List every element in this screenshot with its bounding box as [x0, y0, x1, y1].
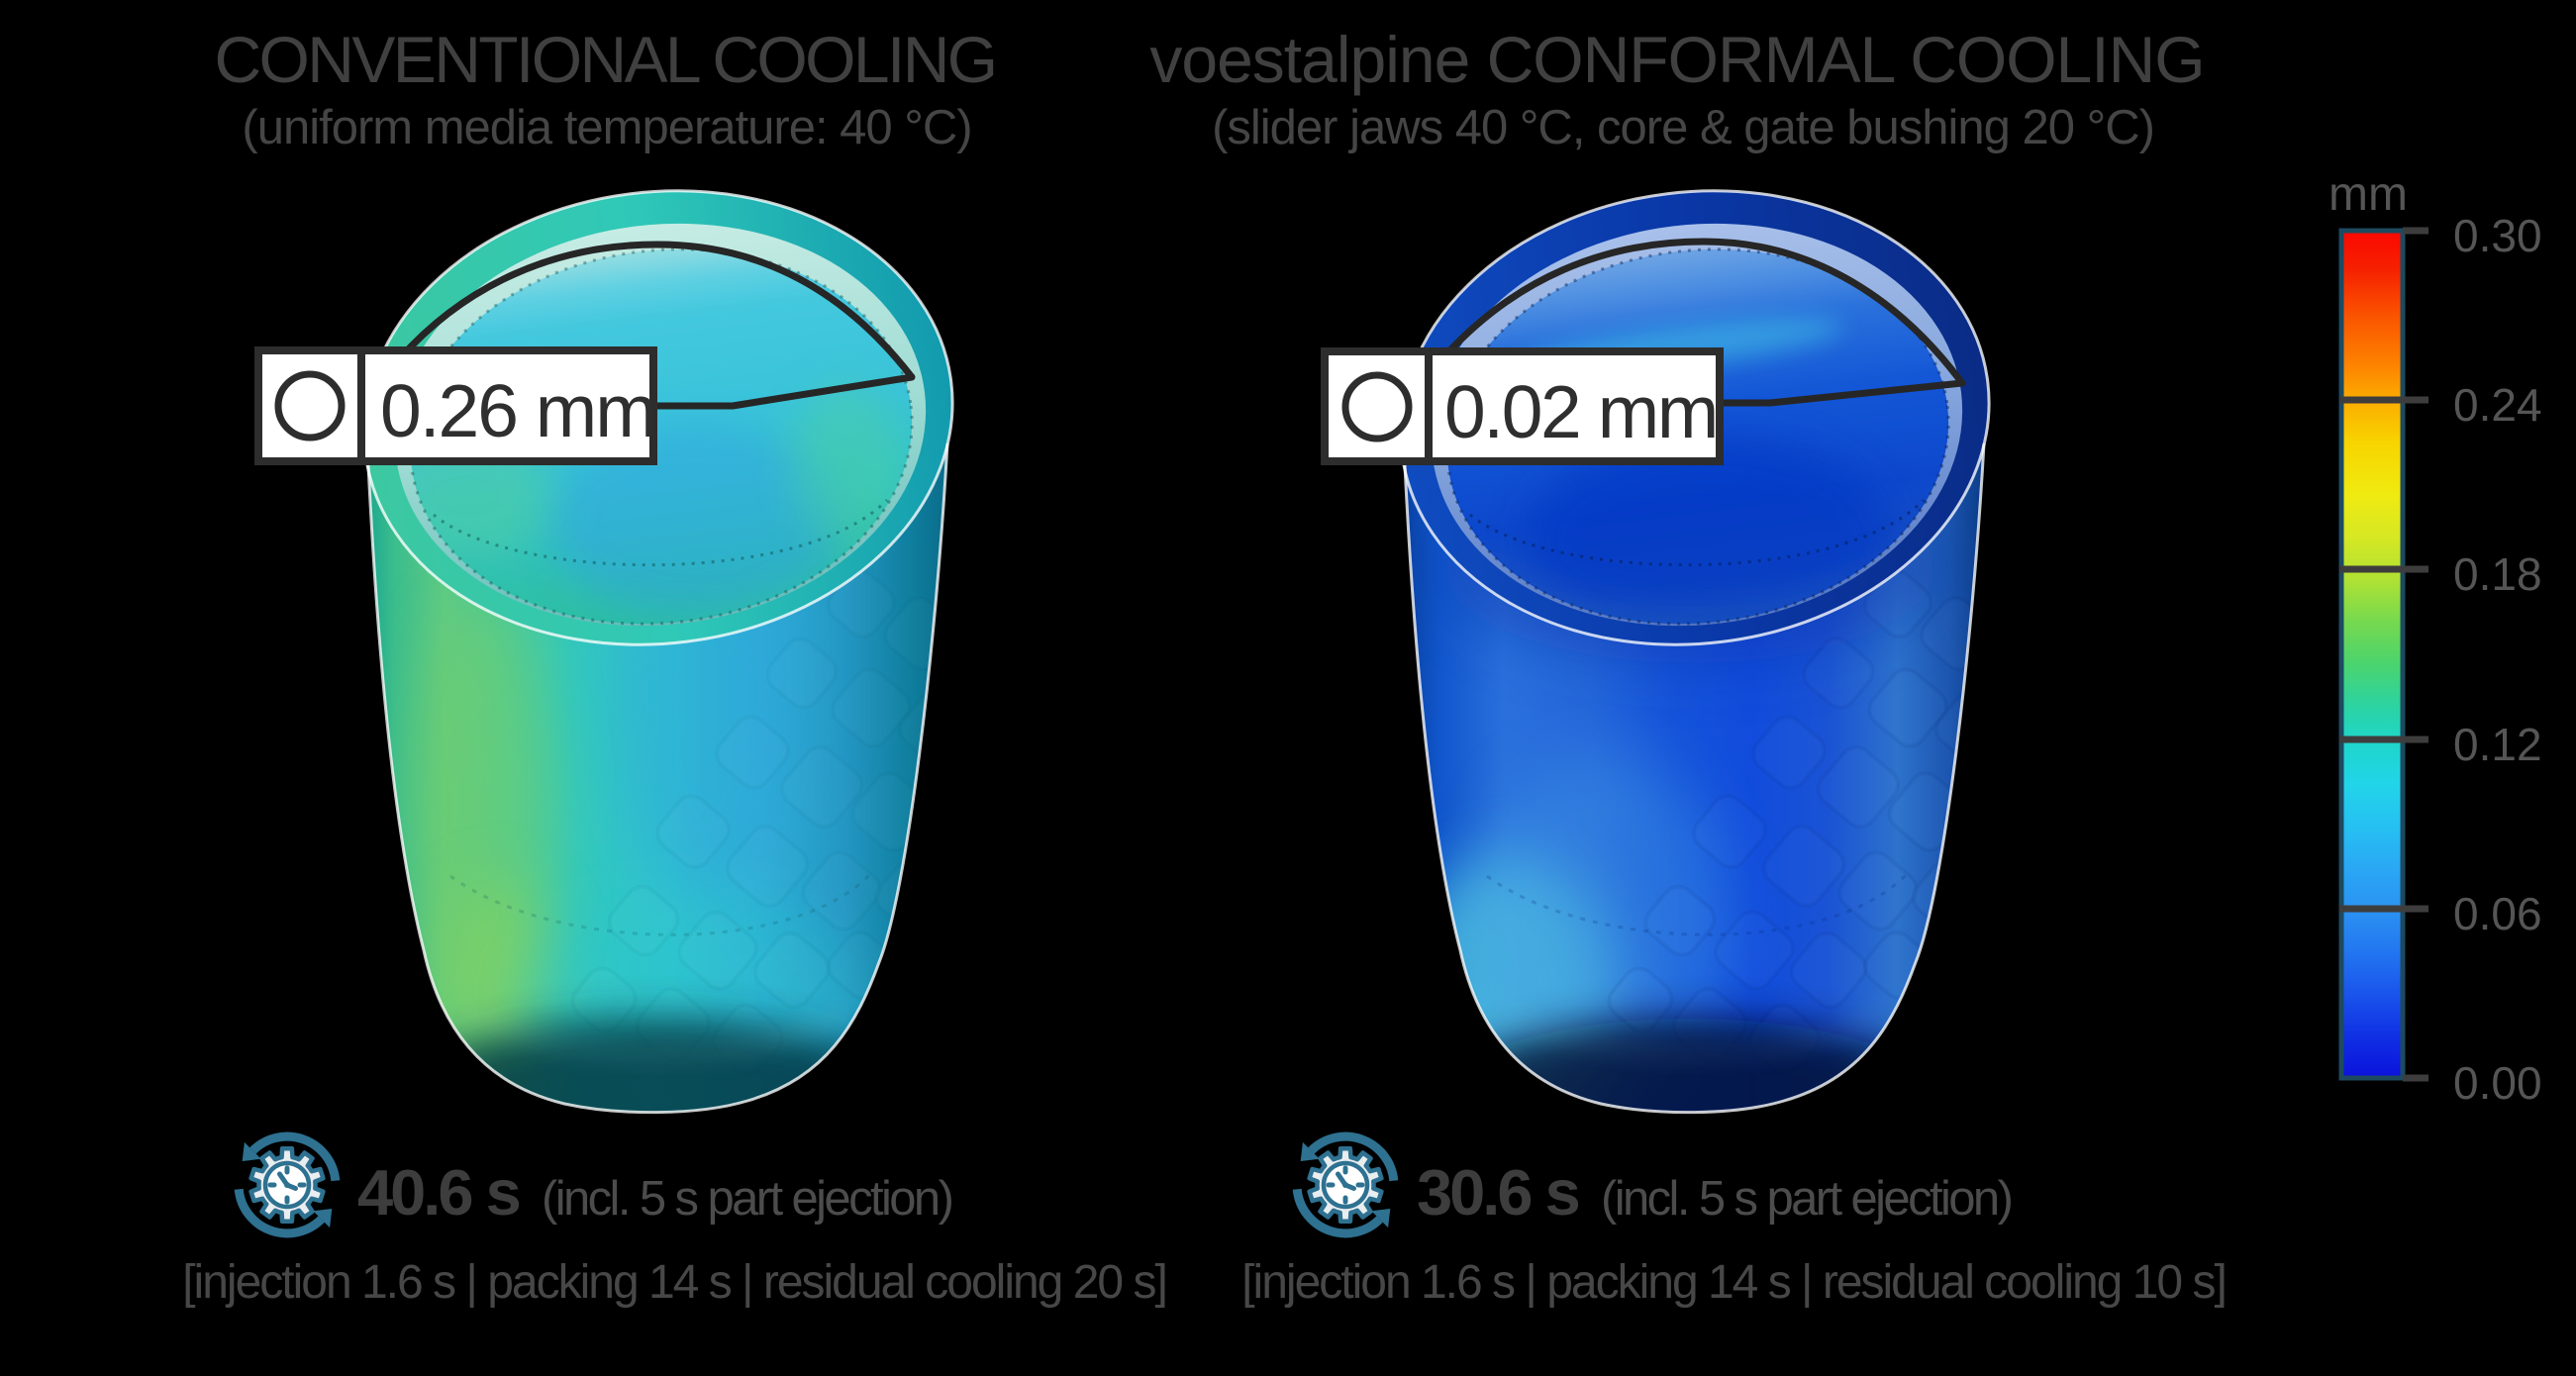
svg-text:0.18: 0.18: [2453, 548, 2542, 600]
svg-text:(uniform media temperature: 40: (uniform media temperature: 40 °C): [242, 101, 971, 154]
svg-text:(incl. 5 s part ejection): (incl. 5 s part ejection): [542, 1172, 952, 1226]
svg-text:(slider jaws 40 °C, core & gat: (slider jaws 40 °C, core & gate bushing …: [1212, 101, 2154, 154]
svg-text:CONVENTIONAL COOLING: CONVENTIONAL COOLING: [214, 23, 995, 96]
svg-text:40.6 s: 40.6 s: [357, 1156, 520, 1229]
svg-text:0.24: 0.24: [2453, 379, 2542, 431]
svg-text:0.02 mm: 0.02 mm: [1444, 370, 1717, 453]
svg-text:30.6 s: 30.6 s: [1417, 1156, 1579, 1229]
svg-text:mm: mm: [2328, 168, 2408, 221]
svg-text:0.06: 0.06: [2453, 888, 2542, 939]
svg-text:0.12: 0.12: [2453, 719, 2542, 770]
svg-text:[injection 1.6 s | packing 14: [injection 1.6 s | packing 14 s | residu…: [182, 1256, 1166, 1309]
svg-text:0.26 mm: 0.26 mm: [380, 369, 655, 452]
svg-text:0.30: 0.30: [2453, 210, 2542, 261]
svg-text:[injection 1.6 s | packing 14: [injection 1.6 s | packing 14 s | residu…: [1241, 1256, 2226, 1309]
svg-text:(incl. 5 s part ejection): (incl. 5 s part ejection): [1601, 1172, 2012, 1226]
svg-text:0.00: 0.00: [2453, 1057, 2542, 1109]
svg-text:voestalpine CONFORMAL COOLING: voestalpine CONFORMAL COOLING: [1149, 23, 2204, 96]
